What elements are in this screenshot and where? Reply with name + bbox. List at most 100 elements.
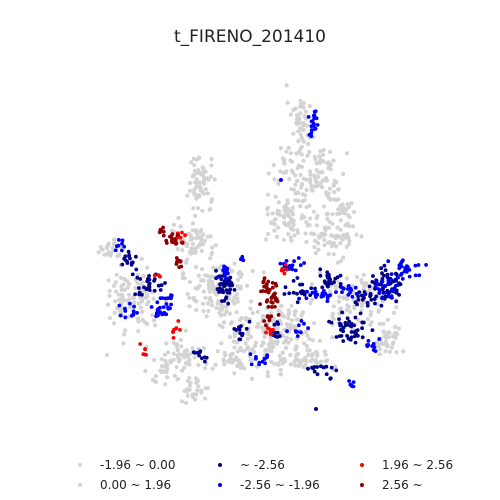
grey-point — [302, 341, 307, 346]
grey-point — [319, 359, 324, 364]
grey-point — [153, 374, 158, 379]
grey-point — [301, 101, 307, 106]
grey-point — [158, 368, 163, 373]
navy-point — [370, 328, 375, 332]
blue-point — [292, 259, 296, 263]
grey-point — [294, 352, 299, 357]
grey-point — [119, 287, 124, 292]
blue-point — [371, 342, 376, 346]
grey-point — [289, 337, 294, 342]
blue-point — [413, 273, 418, 278]
grey-point — [323, 228, 328, 233]
grey-point — [235, 349, 240, 354]
grey-point — [206, 286, 211, 291]
grey-point — [168, 358, 173, 363]
navy-point — [328, 277, 333, 282]
blue-point — [382, 284, 387, 288]
grey-point — [341, 296, 346, 301]
grey-point — [268, 335, 273, 340]
legend-label: 0.00 ~ 1.96 — [100, 478, 172, 492]
grey-point — [185, 393, 190, 398]
red-point — [269, 332, 273, 337]
grey-point — [201, 309, 206, 314]
grey-point — [197, 180, 202, 185]
grey-point — [272, 217, 277, 222]
grey-point — [266, 231, 271, 237]
grey-point — [131, 296, 136, 301]
darkred-point — [270, 285, 275, 290]
grey-point — [296, 129, 301, 134]
legend-label: -2.56 ~ -1.96 — [240, 478, 320, 492]
grey-point — [291, 222, 296, 227]
blue-point — [390, 287, 394, 292]
grey-point — [298, 185, 304, 190]
grey-point — [267, 346, 272, 351]
blue-point — [373, 285, 378, 289]
grey-point — [263, 237, 268, 242]
grey-point — [273, 194, 278, 199]
darkred-point — [261, 289, 265, 293]
blue-point — [131, 312, 136, 317]
grey-point — [123, 328, 128, 333]
grey-point — [206, 278, 211, 283]
navy-point — [338, 282, 343, 286]
grey-point — [309, 187, 314, 192]
grey-point — [116, 298, 122, 303]
grey-point — [337, 211, 342, 216]
grey-point — [200, 233, 205, 238]
navy-point — [369, 297, 374, 302]
navy-point — [391, 279, 396, 284]
blue-point — [123, 306, 127, 311]
grey-point — [335, 260, 340, 265]
grey-point — [347, 309, 353, 314]
navy-point — [341, 329, 345, 334]
navy-point — [315, 372, 320, 377]
grey-point — [331, 304, 336, 309]
blue-point — [297, 323, 301, 328]
grey-point — [286, 316, 291, 321]
grey-point — [98, 245, 103, 250]
darkred-point — [161, 233, 166, 238]
navy-point — [343, 320, 348, 325]
blue-point — [397, 266, 402, 271]
grey-point — [265, 205, 270, 210]
blue-point — [312, 113, 317, 118]
navy-point — [291, 290, 296, 295]
grey-point — [298, 98, 303, 103]
blue-point — [353, 285, 358, 290]
grey-point — [255, 324, 260, 329]
grey-point — [306, 352, 311, 357]
darkred-point — [261, 280, 266, 285]
grey-point — [209, 156, 214, 161]
grey-point — [194, 264, 199, 270]
navy-point — [325, 270, 330, 275]
darkred-point — [176, 258, 181, 263]
grey-point — [182, 349, 187, 354]
grey-point — [106, 241, 111, 246]
grey-point — [206, 308, 211, 314]
grey-point — [187, 387, 192, 392]
grey-point — [391, 310, 397, 315]
grey-point — [213, 362, 218, 367]
blue-point — [288, 265, 293, 270]
blue-point — [306, 115, 311, 119]
grey-point — [243, 316, 248, 321]
grey-point — [304, 240, 309, 245]
grey-point — [291, 131, 296, 136]
red-point — [143, 347, 147, 351]
navy-point — [311, 366, 315, 371]
grey-point — [187, 357, 192, 362]
grey-point — [288, 112, 293, 117]
blue-point — [298, 330, 303, 335]
blue-point — [127, 301, 132, 306]
grey-point — [189, 160, 194, 165]
blue-point — [386, 293, 391, 298]
grey-point — [350, 283, 355, 288]
red-point — [264, 330, 268, 335]
grey-point — [204, 176, 210, 181]
grey-point — [236, 358, 241, 363]
grey-point — [245, 337, 250, 342]
grey-point — [227, 311, 232, 316]
navy-point — [360, 320, 365, 325]
navy-point — [275, 320, 280, 324]
